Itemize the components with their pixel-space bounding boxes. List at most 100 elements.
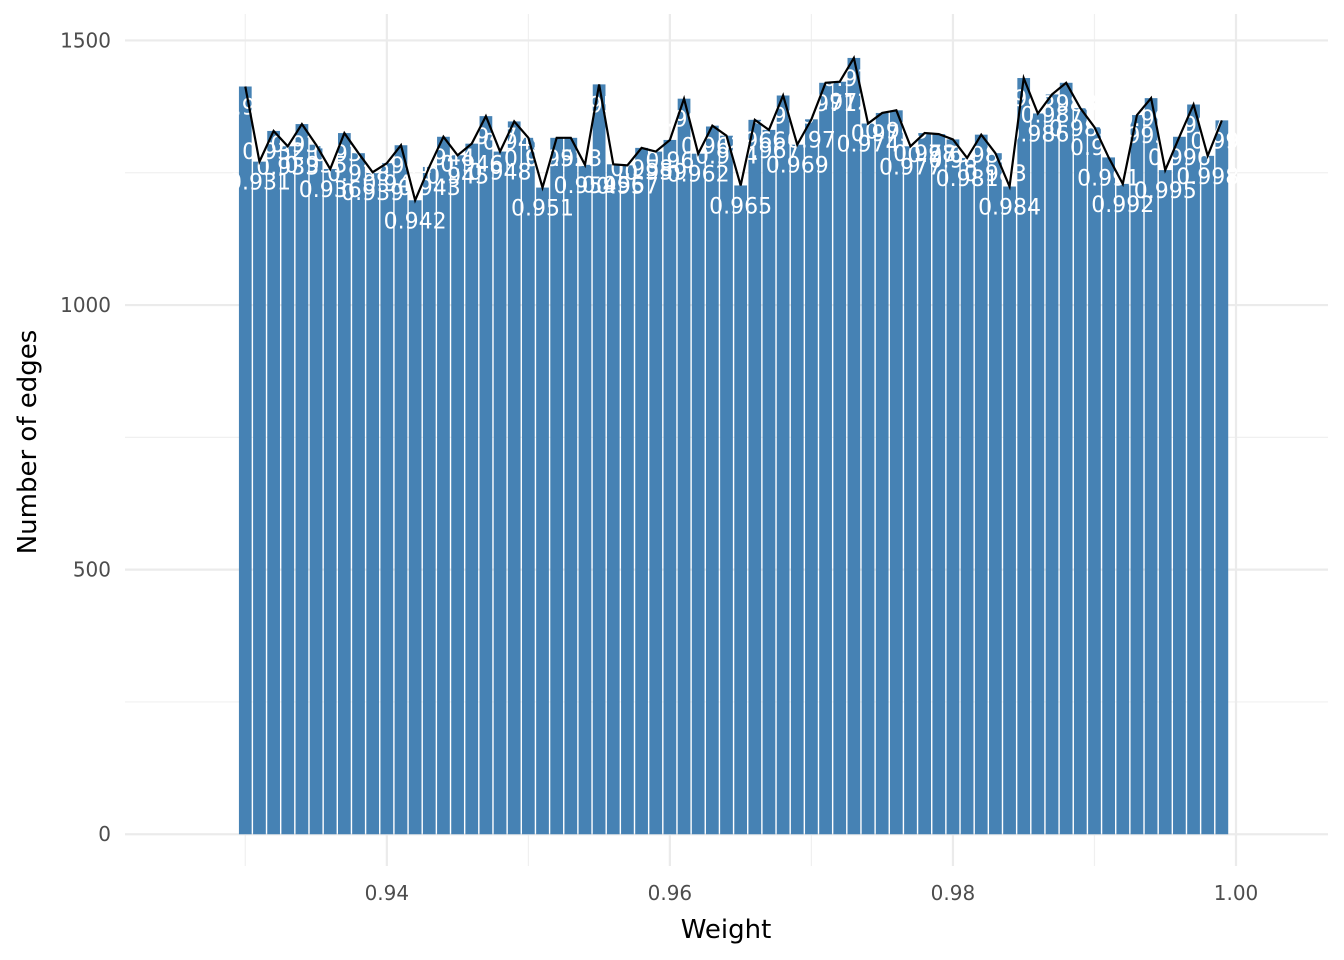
bar — [776, 95, 790, 835]
bar — [309, 144, 323, 835]
bar — [946, 139, 960, 835]
bar-label: 0.992 — [1091, 193, 1154, 218]
bar — [635, 147, 648, 835]
bar — [875, 112, 889, 835]
bar-label: 0.958 — [610, 157, 673, 182]
bar-label: 0.984 — [978, 196, 1041, 221]
bar-label: 0.95 — [504, 147, 553, 172]
bar — [1173, 136, 1186, 835]
bar-label: 0.997 — [1162, 113, 1225, 138]
bar-label: 0.987 — [1021, 103, 1084, 128]
bar-label: 0.998 — [1176, 165, 1239, 190]
bar — [847, 57, 861, 835]
bar-label: 0.985 — [992, 87, 1055, 112]
bar-label: 0.991 — [1077, 166, 1140, 191]
bar — [1102, 157, 1115, 835]
bar-label: 0.963 — [681, 135, 744, 160]
bar-label: 0.973 — [822, 67, 885, 92]
bar — [578, 164, 592, 835]
x-tick-label: 1.00 — [1214, 881, 1259, 905]
bar — [408, 200, 422, 835]
bar-label: 0.931 — [228, 171, 291, 196]
trend-line — [244, 54, 1223, 204]
bar-label: 0.961 — [653, 108, 716, 133]
bar — [1158, 170, 1172, 835]
x-axis-title: Weight — [681, 915, 772, 945]
y-axis-tick-labels: 0 500 1000 1500 — [60, 28, 111, 846]
bar — [437, 136, 450, 835]
bar — [889, 110, 903, 835]
bar-label: 0.981 — [936, 167, 999, 192]
bar-label: 0.948 — [469, 161, 532, 186]
bar-label: 0.999 — [1190, 129, 1253, 154]
bar-label: 0.938 — [327, 162, 390, 187]
bar — [451, 155, 464, 835]
bar-label: 0.943 — [398, 176, 461, 201]
bar-label: 0.932 — [242, 140, 305, 165]
bar — [267, 130, 280, 835]
bar-label: 0.956 — [582, 173, 645, 198]
bar — [833, 81, 847, 835]
bar — [960, 157, 974, 835]
bar — [790, 144, 804, 835]
bar — [422, 166, 436, 835]
bar — [536, 187, 549, 835]
bar — [479, 116, 493, 835]
bar — [1144, 98, 1158, 835]
bar — [691, 153, 705, 835]
bar — [861, 123, 875, 835]
bar-label: 0.971 — [794, 92, 857, 117]
bar-label: 0.93 — [221, 95, 270, 120]
bar-label: 0.955 — [568, 93, 631, 118]
bar — [592, 84, 606, 835]
bar — [1031, 113, 1045, 835]
bar-label: 0.996 — [1148, 146, 1211, 171]
bar — [564, 137, 578, 835]
bar — [762, 129, 776, 835]
bar-label: 0.978 — [893, 142, 956, 167]
bar-label: 0.933 — [256, 155, 319, 180]
bar-label: 0.959 — [624, 161, 687, 186]
bar-label: 0.99 — [1070, 136, 1119, 161]
bar — [819, 82, 832, 835]
bar — [932, 134, 946, 835]
x-tick-label: 0.98 — [931, 881, 976, 905]
x-axis-tick-labels: 0.94 0.96 0.98 1.00 — [365, 881, 1259, 905]
bar — [507, 121, 521, 835]
bar — [649, 151, 663, 835]
bar — [338, 133, 351, 835]
bar-label: 0.954 — [553, 174, 616, 199]
y-tick-label: 500 — [73, 558, 111, 582]
bar-label: 0.934 — [270, 133, 333, 158]
bar-label: 0.962 — [667, 163, 730, 188]
x-tick-label: 0.96 — [648, 881, 693, 905]
bar — [606, 164, 620, 835]
bar — [380, 163, 394, 835]
bar-label: 0.957 — [596, 174, 659, 199]
bar — [663, 139, 677, 835]
bar — [352, 153, 365, 835]
bar-label: 0.989 — [1049, 117, 1112, 142]
bar-label: 0.935 — [285, 154, 348, 179]
bar — [465, 143, 479, 835]
bar-label: 0.965 — [709, 194, 772, 219]
y-axis-title: Number of edges — [13, 330, 43, 555]
bar — [748, 119, 762, 835]
bar — [1073, 108, 1087, 835]
bar-label: 0.936 — [299, 178, 362, 203]
bar — [323, 169, 337, 835]
bar-label: 0.942 — [384, 209, 447, 234]
bar-label: 0.969 — [766, 154, 829, 179]
bar — [734, 185, 748, 835]
bar — [621, 165, 634, 835]
bar — [1088, 127, 1101, 835]
bar-labels: 0.930.9310.9320.9330.9340.9350.9360.9370… — [221, 67, 1254, 234]
bar-label: 0.976 — [865, 119, 928, 144]
bar — [974, 134, 988, 835]
y-tick-label: 1000 — [60, 293, 111, 317]
bar — [904, 146, 917, 835]
bar-label: 0.96 — [645, 149, 694, 174]
bar — [1130, 115, 1144, 835]
bar — [493, 151, 507, 835]
